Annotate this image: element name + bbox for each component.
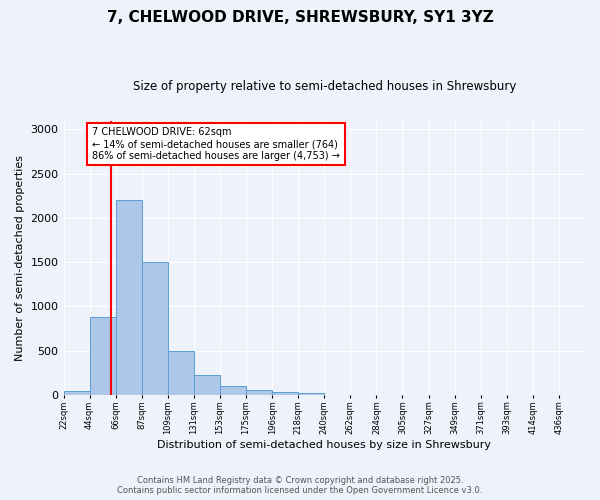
Bar [194, 374, 220, 395]
Bar [116, 200, 142, 395]
Bar [64, 390, 89, 395]
Bar [220, 386, 246, 395]
X-axis label: Distribution of semi-detached houses by size in Shrewsbury: Distribution of semi-detached houses by … [157, 440, 491, 450]
Bar [89, 317, 116, 395]
Bar [272, 392, 298, 395]
Bar [246, 390, 272, 395]
Bar [168, 350, 194, 395]
Text: 7 CHELWOOD DRIVE: 62sqm
← 14% of semi-detached houses are smaller (764)
86% of s: 7 CHELWOOD DRIVE: 62sqm ← 14% of semi-de… [92, 128, 340, 160]
Bar [298, 393, 324, 395]
Bar [142, 262, 168, 395]
Y-axis label: Number of semi-detached properties: Number of semi-detached properties [15, 155, 25, 361]
Title: Size of property relative to semi-detached houses in Shrewsbury: Size of property relative to semi-detach… [133, 80, 516, 93]
Text: 7, CHELWOOD DRIVE, SHREWSBURY, SY1 3YZ: 7, CHELWOOD DRIVE, SHREWSBURY, SY1 3YZ [107, 10, 493, 25]
Text: Contains HM Land Registry data © Crown copyright and database right 2025.
Contai: Contains HM Land Registry data © Crown c… [118, 476, 482, 495]
